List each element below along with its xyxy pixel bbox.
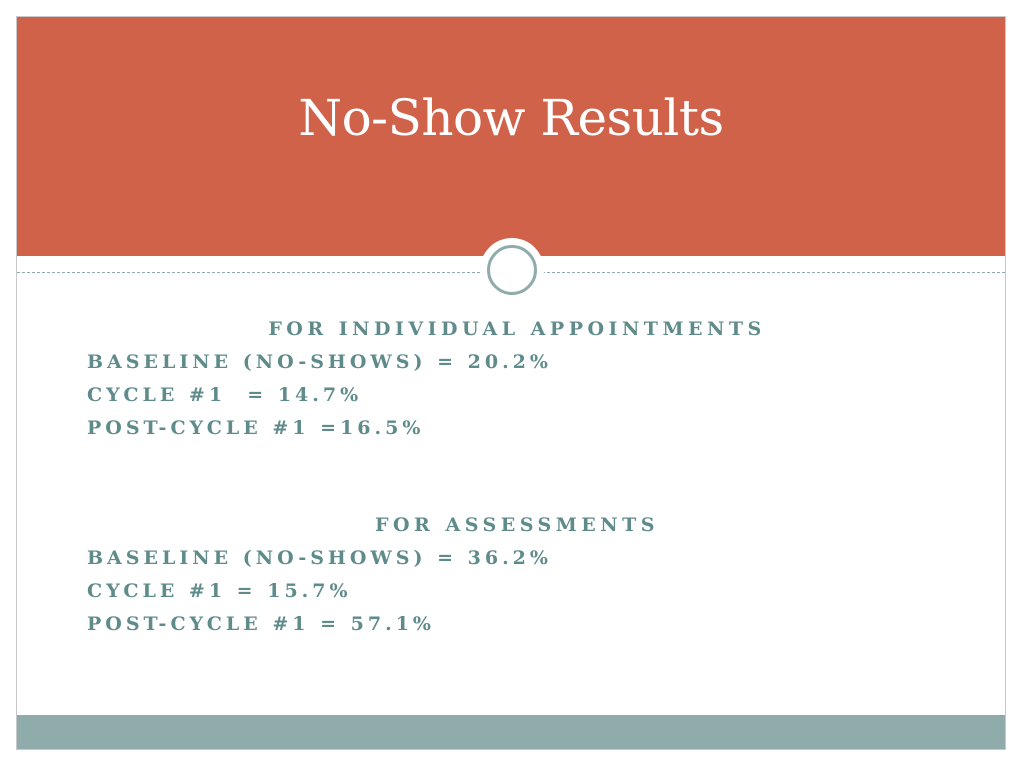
result-line-baseline: BASELINE (NO-SHOWS) = 20.2% [87,351,552,373]
result-line-baseline: BASELINE (NO-SHOWS) = 36.2% [87,547,552,569]
slide-title: No-Show Results [298,89,724,147]
result-line-post-cycle-1: POST-CYCLE #1 = 57.1% [87,613,435,635]
result-line-post-cycle-1: POST-CYCLE #1 =16.5% [87,417,425,439]
content-body: FOR INDIVIDUAL APPOINTMENTS BASELINE (NO… [87,313,947,641]
slide: No-Show Results FOR INDIVIDUAL APPOINTME… [16,16,1006,750]
footer-bar [17,715,1005,749]
circle-ornament-ring [487,245,537,295]
section-heading: FOR ASSESSMENTS [375,514,659,536]
result-line-cycle-1: CYCLE #1 = 14.7% [87,384,363,406]
result-line-cycle-1: CYCLE #1 = 15.7% [87,580,352,602]
section-assessments: FOR ASSESSMENTS BASELINE (NO-SHOWS) = 36… [87,509,947,641]
section-spacer [87,445,947,509]
section-heading: FOR INDIVIDUAL APPOINTMENTS [268,318,766,340]
circle-ornament-icon [480,238,544,302]
section-individual-appointments: FOR INDIVIDUAL APPOINTMENTS BASELINE (NO… [87,313,947,445]
title-banner: No-Show Results [17,17,1005,256]
